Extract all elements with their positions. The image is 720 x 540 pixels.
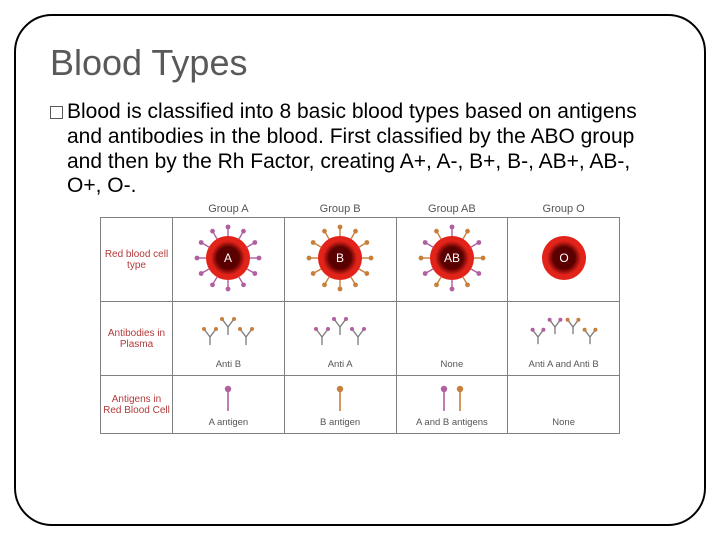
colhdr-b: Group B: [284, 201, 396, 218]
svg-text:AB: AB: [444, 251, 460, 265]
ag-ab: A and B antigens: [396, 376, 508, 434]
rowhdr-rbc: Red blood cell type: [101, 218, 173, 302]
slide-frame: Blood Types Blood is classified into 8 b…: [14, 14, 706, 526]
rbc-b: B: [284, 218, 396, 302]
ab-ab: None: [396, 302, 508, 376]
bullet-icon: [50, 106, 63, 119]
bullet-row: Blood is classified into 8 basic blood t…: [50, 100, 670, 199]
ag-a: A antigen: [173, 376, 285, 434]
svg-text:O: O: [559, 251, 568, 265]
svg-text:A: A: [224, 251, 232, 265]
row-antibodies: Antibodies in Plasma Anti B Anti A None …: [101, 302, 620, 376]
blood-type-table-wrap: Group A Group B Group AB Group O Red blo…: [100, 201, 620, 434]
svg-text:B: B: [336, 251, 344, 265]
colhdr-a: Group A: [173, 201, 285, 218]
ab-o: Anti A and Anti B: [508, 302, 620, 376]
ab-a: Anti B: [173, 302, 285, 376]
blood-type-table: Group A Group B Group AB Group O Red blo…: [100, 201, 620, 434]
rbc-ab: AB: [396, 218, 508, 302]
ag-b: B antigen: [284, 376, 396, 434]
colhdr-ab: Group AB: [396, 201, 508, 218]
rbc-a: A: [173, 218, 285, 302]
rbc-o: O: [508, 218, 620, 302]
row-rbc: Red blood cell type A B AB O: [101, 218, 620, 302]
slide-title: Blood Types: [50, 42, 670, 84]
ag-o: None: [508, 376, 620, 434]
colhdr-o: Group O: [508, 201, 620, 218]
row-antigens: Antigens in Red Blood Cell A antigen B a…: [101, 376, 620, 434]
col-header-row: Group A Group B Group AB Group O: [101, 201, 620, 218]
body-paragraph: Blood is classified into 8 basic blood t…: [67, 100, 670, 199]
rowhdr-antigens: Antigens in Red Blood Cell: [101, 376, 173, 434]
rowhdr-antibodies: Antibodies in Plasma: [101, 302, 173, 376]
ab-b: Anti A: [284, 302, 396, 376]
